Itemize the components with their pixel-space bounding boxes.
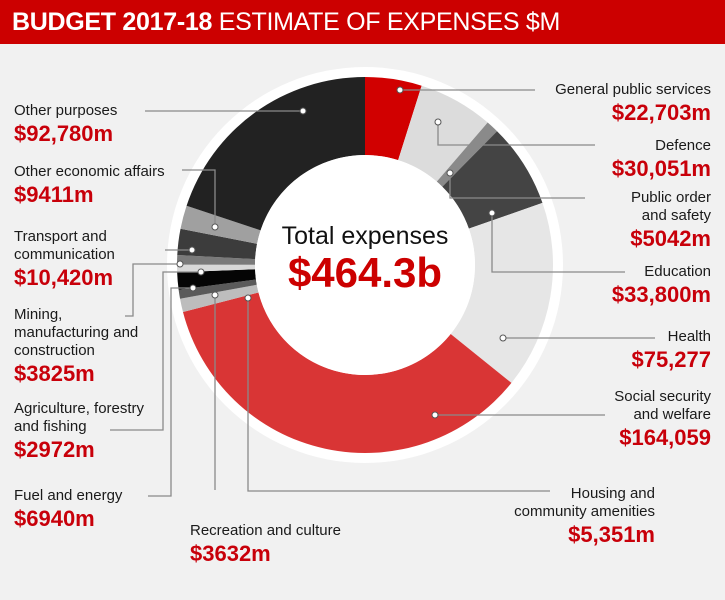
slice-mining-manufacturing-and-construction bbox=[177, 254, 256, 265]
total-label: Total expenses bbox=[281, 222, 449, 250]
slice-housing-and-community-amenities bbox=[180, 284, 259, 313]
label-value: $3632m bbox=[190, 541, 271, 566]
label-text: community amenities bbox=[514, 503, 655, 520]
slice-agriculture-forestry-and-fishing bbox=[177, 264, 256, 273]
title-bold: BUDGET 2017-18 bbox=[12, 8, 213, 36]
label-education: Education $33,800m bbox=[612, 263, 711, 307]
label-fuel: Fuel and energy $6940m bbox=[14, 487, 122, 531]
leader-dot bbox=[299, 107, 307, 115]
leader-dot bbox=[244, 294, 252, 302]
leader-dot bbox=[211, 291, 219, 299]
total-value: $464.3b bbox=[287, 249, 443, 296]
label-value: $5042m bbox=[630, 226, 711, 251]
label-social-security: Social security and welfare $164,059 bbox=[614, 388, 711, 450]
label-agriculture: Agriculture, forestry and fishing $2972m bbox=[14, 400, 144, 462]
label-general-public-services: General public services $22,703m bbox=[555, 81, 711, 125]
leader-dot bbox=[211, 223, 219, 231]
slice-other-purposes bbox=[186, 77, 365, 231]
label-text: and fishing bbox=[14, 418, 87, 435]
label-value: $10,420m bbox=[14, 265, 114, 290]
slice-social-security-and-welfare bbox=[182, 292, 512, 453]
label-public-order: Public order and safety $5042m bbox=[630, 189, 711, 251]
label-text: construction bbox=[14, 342, 95, 359]
inner-hole bbox=[255, 155, 475, 375]
label-defence: Defence $30,051m bbox=[612, 137, 711, 181]
label-value: $2972m bbox=[14, 437, 95, 462]
label-health: Health $75,277 bbox=[631, 328, 711, 372]
leader-dot bbox=[176, 260, 184, 268]
leader-dot bbox=[188, 246, 196, 254]
leader-mining bbox=[125, 263, 180, 317]
label-other-economic: Other economic affairs $9411m bbox=[14, 163, 165, 207]
leader-education bbox=[491, 213, 625, 273]
label-text: Social security bbox=[614, 388, 711, 405]
label-transport: Transport and communication $10,420m bbox=[14, 228, 115, 290]
leader-other-econ bbox=[182, 169, 216, 227]
leader-lines bbox=[110, 89, 655, 497]
slice-other-economic-affairs bbox=[180, 205, 261, 244]
leader-dot bbox=[488, 209, 496, 217]
leader-dot bbox=[396, 86, 404, 94]
label-value: $164,059 bbox=[619, 425, 711, 450]
label-value: $9411m bbox=[14, 182, 94, 207]
leader-dot bbox=[446, 169, 454, 177]
label-text: Agriculture, forestry bbox=[14, 400, 145, 417]
slice-transport-and-communication bbox=[177, 228, 258, 260]
title-rest: ESTIMATE OF EXPENSES $M bbox=[218, 8, 561, 36]
label-text: Other purposes bbox=[14, 102, 118, 119]
label-text: Transport and bbox=[14, 228, 107, 245]
slice-recreation-and-culture bbox=[178, 279, 257, 299]
slice-education bbox=[442, 131, 543, 229]
label-text: Defence bbox=[655, 137, 711, 154]
total-expenses: Total expenses $464.3b bbox=[255, 222, 475, 296]
label-other-purposes: Other purposes $92,780m bbox=[14, 102, 117, 146]
label-text: Recreation and culture bbox=[190, 522, 341, 539]
label-value: $75,277 bbox=[631, 347, 711, 372]
slice-fuel-and-energy bbox=[177, 269, 256, 290]
label-housing: Housing and community amenities $5,351m bbox=[514, 485, 655, 547]
leader-public-order bbox=[449, 173, 585, 199]
leader-dot bbox=[189, 284, 197, 292]
leader-dot bbox=[431, 411, 439, 419]
label-text: Housing and bbox=[570, 485, 655, 502]
label-text: Public order bbox=[630, 189, 711, 206]
leader-housing bbox=[247, 298, 550, 492]
leader-agri bbox=[110, 271, 201, 431]
label-text: Other economic affairs bbox=[14, 163, 165, 180]
leader-fuel bbox=[148, 287, 193, 497]
label-text: Fuel and energy bbox=[14, 487, 123, 504]
label-value: $33,800m bbox=[611, 282, 711, 307]
label-text: and welfare bbox=[633, 406, 711, 423]
label-text: manufacturing and bbox=[14, 324, 139, 341]
leader-dot bbox=[197, 268, 205, 276]
label-value: $5,351m bbox=[568, 522, 655, 547]
label-value: $22,703m bbox=[611, 100, 711, 125]
label-text: General public services bbox=[555, 81, 711, 98]
label-value: $92,780m bbox=[14, 121, 114, 146]
label-text: and safety bbox=[641, 207, 711, 224]
label-value: $30,051m bbox=[611, 156, 711, 181]
label-value: $3825m bbox=[14, 361, 95, 386]
leader-dot bbox=[499, 334, 507, 342]
label-recreation: Recreation and culture $3632m bbox=[190, 522, 341, 566]
label-value: $6940m bbox=[14, 506, 95, 531]
label-text: Mining, bbox=[14, 306, 63, 323]
label-text: communication bbox=[14, 246, 115, 263]
label-text: Education bbox=[644, 263, 711, 280]
slice-general-public-services bbox=[365, 77, 422, 161]
slice-defence bbox=[398, 85, 488, 182]
leader-defence bbox=[437, 122, 595, 146]
label-mining: Mining, manufacturing and construction $382… bbox=[14, 306, 138, 386]
label-text: Health bbox=[667, 328, 711, 345]
chart-title: BUDGET 2017-18 ESTIMATE OF EXPENSES $M bbox=[0, 0, 725, 44]
leader-dot bbox=[434, 118, 442, 126]
